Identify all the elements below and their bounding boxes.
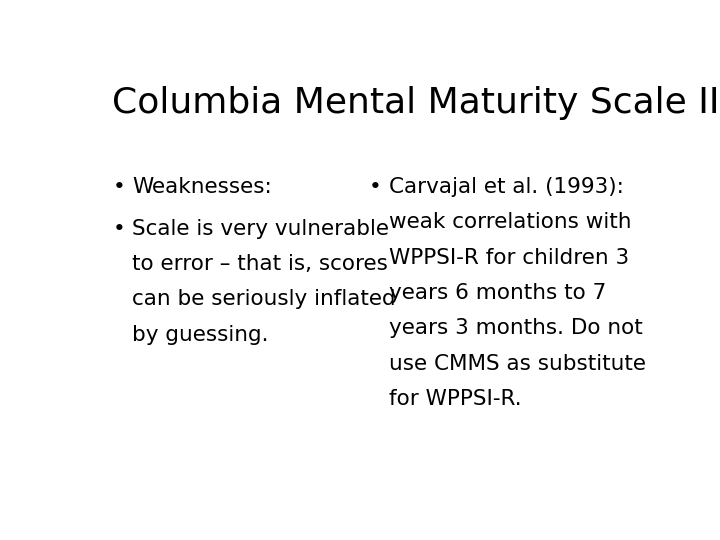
Text: WPPSI-R for children 3: WPPSI-R for children 3: [389, 248, 629, 268]
Text: weak correlations with: weak correlations with: [389, 212, 631, 232]
Text: use CMMS as substitute: use CMMS as substitute: [389, 354, 646, 374]
Text: Scale is very vulnerable: Scale is very vulnerable: [132, 219, 389, 239]
Text: by guessing.: by guessing.: [132, 325, 269, 345]
Text: can be seriously inflated: can be seriously inflated: [132, 289, 395, 309]
Text: years 3 months. Do not: years 3 months. Do not: [389, 319, 642, 339]
Text: •: •: [112, 177, 125, 197]
Text: to error – that is, scores: to error – that is, scores: [132, 254, 388, 274]
Text: Columbia Mental Maturity Scale III: Columbia Mental Maturity Scale III: [112, 85, 720, 119]
Text: Weaknesses:: Weaknesses:: [132, 177, 271, 197]
Text: years 6 months to 7: years 6 months to 7: [389, 283, 606, 303]
Text: for WPPSI-R.: for WPPSI-R.: [389, 389, 521, 409]
Text: Carvajal et al. (1993):: Carvajal et al. (1993):: [389, 177, 624, 197]
Text: •: •: [112, 219, 125, 239]
Text: •: •: [369, 177, 382, 197]
